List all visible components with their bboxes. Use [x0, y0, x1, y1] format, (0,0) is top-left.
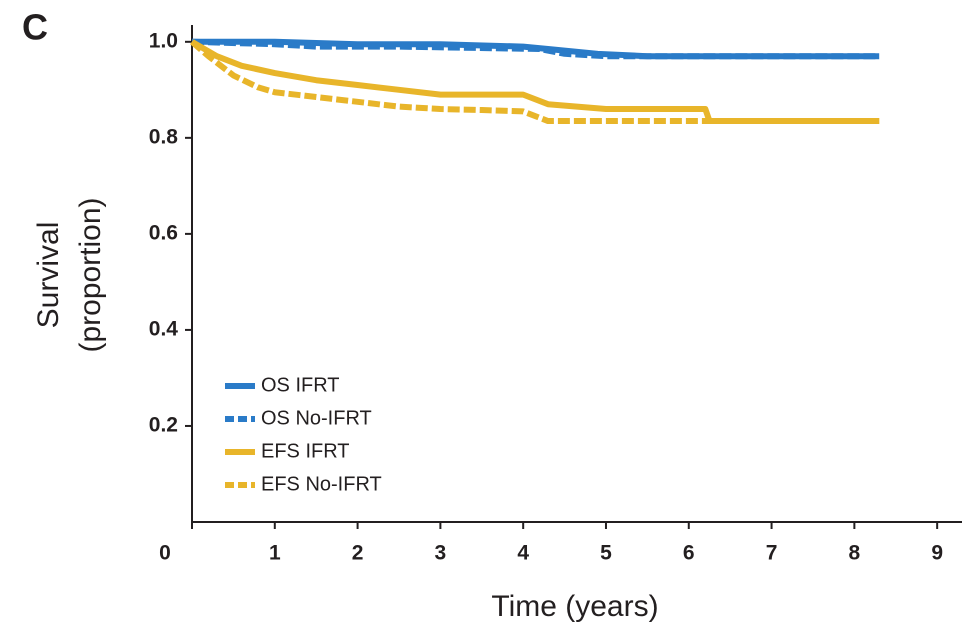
x-tick-label: 2 [352, 542, 364, 565]
legend-label: OS IFRT [261, 374, 340, 396]
y-tick-label: 1.0 [149, 29, 178, 52]
x-axis-title: Time (years) [491, 590, 658, 623]
panel-label: C [22, 7, 48, 48]
x-tick-label: 0 [159, 542, 171, 565]
x-tick-label: 8 [849, 542, 861, 565]
x-tick-label: 9 [931, 542, 943, 565]
x-tick-label: 7 [766, 542, 778, 565]
y-axis-title: Survival (proportion) [32, 197, 107, 352]
y-axis-title-line: Survival [32, 222, 65, 329]
legend-label: EFS IFRT [261, 440, 350, 462]
x-tick-label: 4 [517, 542, 529, 565]
y-tick-label: 0.6 [149, 221, 178, 244]
x-tick-label: 6 [683, 542, 695, 565]
x-tick-label: 1 [269, 542, 281, 565]
y-axis-title-line: (proportion) [74, 197, 107, 352]
legend-label: OS No-IFRT [261, 407, 372, 429]
x-tick-label: 3 [435, 542, 447, 565]
series-line [191, 38, 880, 60]
x-tick-label: 5 [600, 542, 612, 565]
legend-label: EFS No-IFRT [261, 473, 382, 495]
series-line [190, 39, 880, 125]
y-tick-label: 0.4 [149, 317, 179, 340]
y-tick-label: 0.2 [149, 414, 178, 437]
y-tick-label: 0.8 [149, 125, 179, 148]
series-line [190, 39, 880, 125]
